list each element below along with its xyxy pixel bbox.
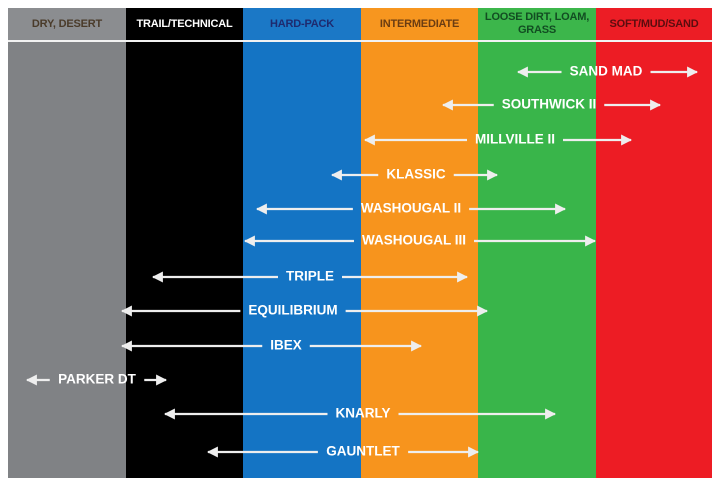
item-label: PARKER DT (58, 372, 137, 387)
item-label: IBEX (270, 338, 302, 353)
column: SOFT/MUD/SAND (596, 8, 712, 478)
column-header: SOFT/MUD/SAND (596, 8, 712, 42)
column: INTERMEDIATE (361, 8, 478, 478)
item-label: WASHOUGAL III (362, 233, 466, 248)
item-label: SOUTHWICK II (502, 97, 597, 112)
item-label: GAUNTLET (326, 444, 400, 459)
column: LOOSE DIRT, LOAM, GRASS (478, 8, 596, 478)
item-label: SAND MAD (570, 64, 643, 79)
item-label: KNARLY (335, 406, 390, 421)
item-label: EQUILIBRIUM (248, 303, 337, 318)
column-header: TRAIL/TECHNICAL (126, 8, 243, 42)
column: DRY, DESERT (8, 8, 126, 478)
item-label: MILLVILLE II (475, 132, 555, 147)
column-header: HARD-PACK (243, 8, 361, 42)
item-label: TRIPLE (286, 269, 334, 284)
column: HARD-PACK (243, 8, 361, 478)
item-label: KLASSIC (386, 167, 446, 182)
column-header: LOOSE DIRT, LOAM, GRASS (478, 8, 596, 42)
item-label: WASHOUGAL II (361, 201, 461, 216)
column-header: INTERMEDIATE (361, 8, 478, 42)
column-header: DRY, DESERT (8, 8, 126, 42)
column: TRAIL/TECHNICAL (126, 8, 243, 478)
